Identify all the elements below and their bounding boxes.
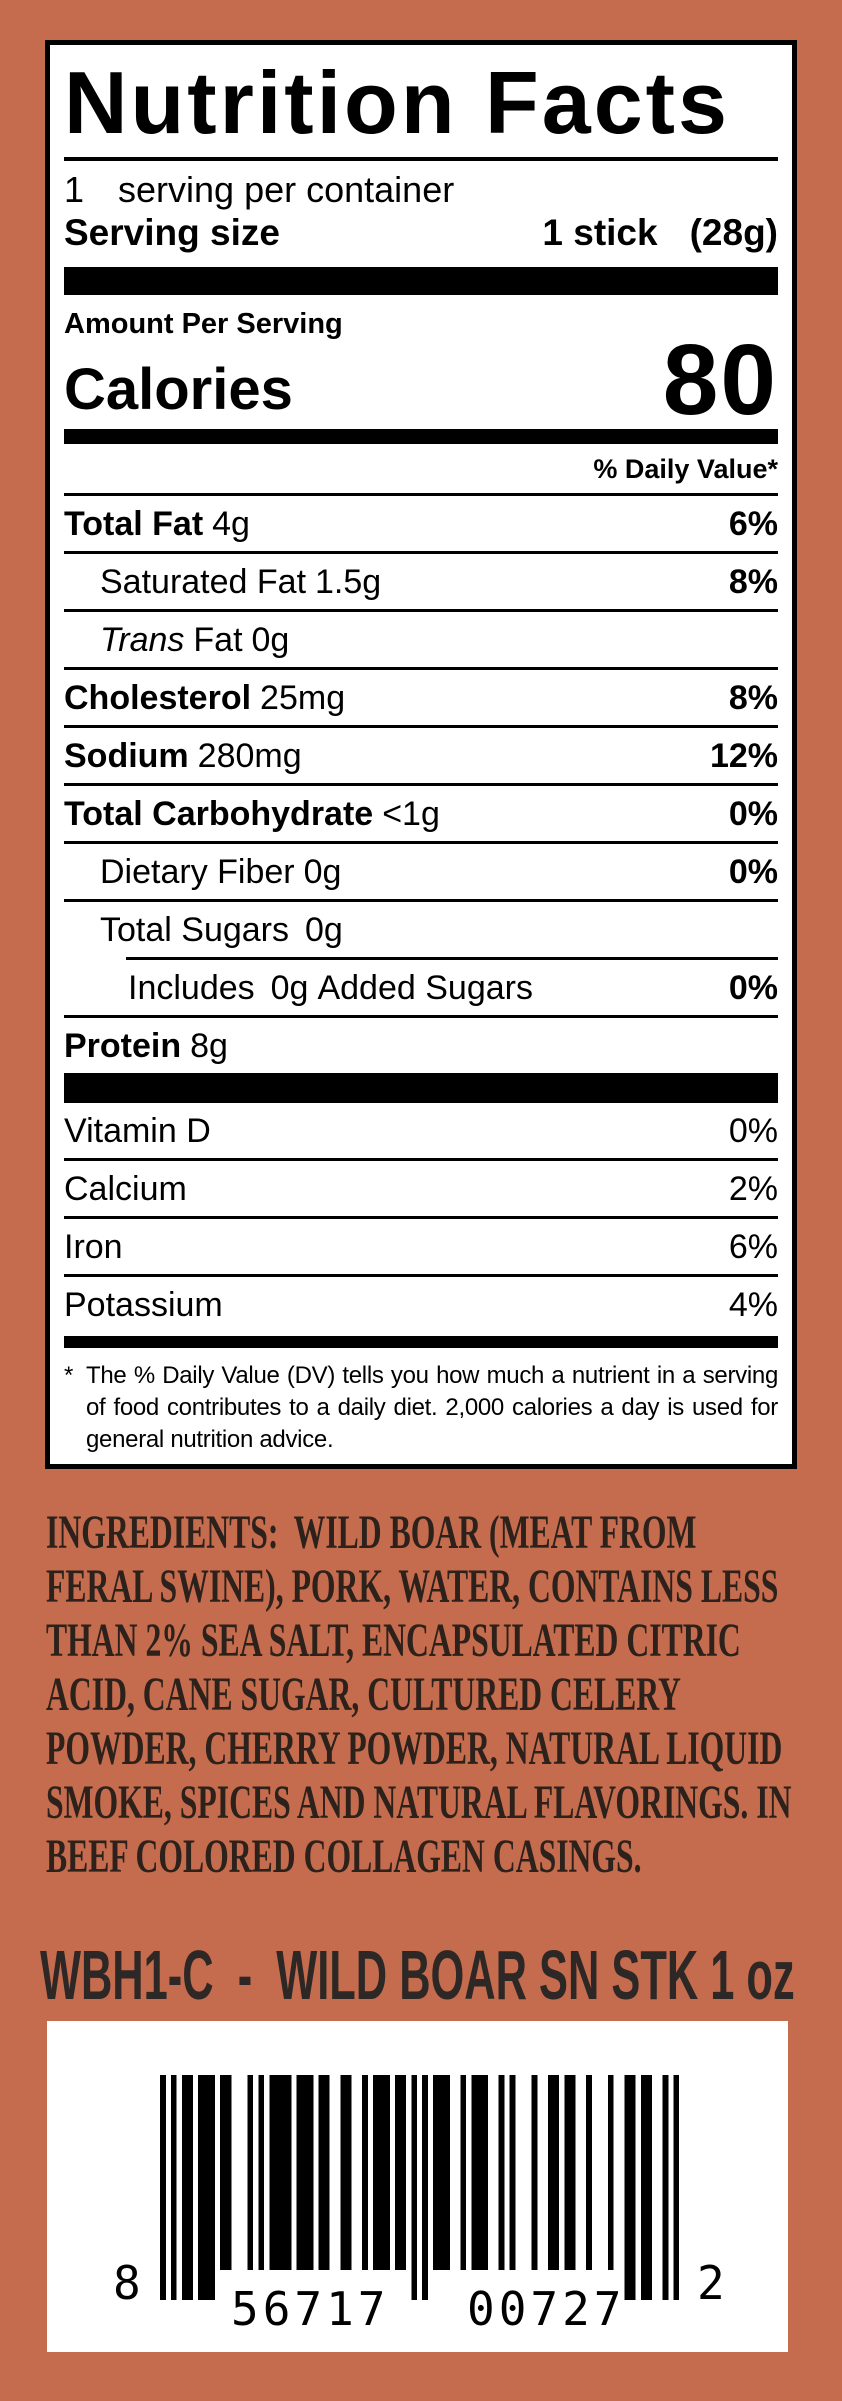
divider-medium-footnote	[64, 1336, 778, 1348]
dv-saturated-fat: 8%	[728, 563, 778, 601]
barcode-digit-left: 8	[113, 2256, 141, 2310]
barcode-digit-right: 2	[697, 2256, 725, 2310]
divider-indented-sugars	[126, 957, 778, 960]
barcode-digits-group2: 00727	[467, 2282, 626, 2336]
serving-size-row: Serving size 1 stick (28g)	[64, 211, 778, 267]
product-code-line: WBH1-C - WILD BOAR SN STK 1 oz	[40, 1936, 795, 2014]
dv-dietary-fiber: 0%	[728, 853, 778, 891]
serving-size-label: Serving size	[64, 212, 280, 253]
nutrition-facts-title: Nutrition Facts	[64, 57, 778, 161]
ingredients-line: ACID, CANE SUGAR, CULTURED CELERY	[46, 1668, 681, 1721]
serving-size-value: 1 stick (28g)	[542, 212, 778, 253]
barcode-digits-group1: 56717	[231, 2282, 390, 2336]
dv-total-fat: 6%	[728, 505, 778, 543]
dv-cholesterol: 8%	[728, 679, 778, 717]
dv-added-sugars: 0%	[728, 969, 778, 1007]
servings-count: 1	[64, 169, 85, 210]
dv-total-carbohydrate: 0%	[728, 795, 778, 833]
vitamin-row-potassium: Potassium 4%	[64, 1286, 778, 1324]
nutrient-row-total-carbohydrate: Total Carbohydrate <1g 0%	[64, 786, 778, 844]
nutrient-row-trans-fat: Trans Fat 0g	[64, 612, 778, 670]
footnote-asterisk: *	[64, 1362, 74, 1389]
ingredients-line: FERAL SWINE), PORK, WATER, CONTAINS LESS	[46, 1560, 779, 1613]
barcode-bars-svg	[160, 2075, 679, 2300]
dv-calcium: 2%	[728, 1170, 778, 1208]
dv-iron: 6%	[728, 1228, 778, 1266]
ingredients-line: POWDER, CHERRY POWDER, NATURAL LIQUID	[46, 1722, 783, 1775]
calories-label: Calories	[64, 357, 293, 422]
vitamin-row-calcium: Calcium 2%	[64, 1161, 778, 1219]
nutrient-row-dietary-fiber: Dietary Fiber 0g 0%	[64, 844, 778, 902]
daily-value-header: % Daily Value*	[64, 444, 778, 496]
dv-potassium: 4%	[728, 1286, 778, 1324]
nutrient-row-sodium: Sodium 280mg 12%	[64, 728, 778, 786]
ingredients-line: INGREDIENTS: WILD BOAR (MEAT FROM	[46, 1506, 697, 1559]
servings-per-container-row: 1 serving per container	[64, 161, 778, 211]
daily-value-footnote: * The % Daily Value (DV) tells you how m…	[64, 1348, 778, 1464]
nutrient-row-added-sugars: Includes 0g Added Sugars 0%	[64, 960, 778, 1018]
nutrient-row-protein: Protein 8g	[64, 1027, 228, 1065]
ingredients-text: INGREDIENTS: WILD BOAR (MEAT FROM FERAL …	[46, 1506, 838, 1884]
divider-thick-protein	[64, 1073, 778, 1103]
nutrient-row-saturated-fat: Saturated Fat 1.5g 8%	[64, 554, 778, 612]
nutrient-row-cholesterol: Cholesterol 25mg 8%	[64, 670, 778, 728]
ingredients-line: SMOKE, SPICES AND NATURAL FLAVORINGS. IN	[46, 1776, 792, 1829]
servings-text: serving per container	[118, 169, 455, 210]
nutrition-facts-panel: Nutrition Facts 1 serving per container S…	[45, 40, 797, 1469]
serving-size-weight: (28g)	[689, 212, 778, 253]
ingredients-line: THAN 2% SEA SALT, ENCAPSULATED CITRIC	[46, 1614, 741, 1667]
calories-row: Calories 80	[64, 324, 778, 436]
ingredients-line: BEEF COLORED COLLAGEN CASINGS.	[46, 1830, 642, 1883]
divider-thick-top	[64, 267, 778, 295]
dv-sodium: 12%	[709, 737, 778, 775]
divider-medium-calories	[64, 429, 778, 444]
vitamin-row-vitamin-d: Vitamin D 0%	[64, 1103, 778, 1161]
dv-vitamin-d: 0%	[728, 1112, 778, 1150]
amount-per-serving-label: Amount Per Serving	[64, 308, 343, 340]
footnote-text: The % Daily Value (DV) tells you how muc…	[86, 1362, 778, 1453]
nutrient-row-total-sugars: Total Sugars 0g	[100, 911, 343, 949]
nutrient-row-total-fat: Total Fat 4g 6%	[64, 496, 778, 554]
vitamin-row-iron: Iron 6%	[64, 1219, 778, 1277]
calories-value: 80	[662, 324, 778, 436]
barcode: 8 56717 00727 2	[47, 2021, 788, 2352]
